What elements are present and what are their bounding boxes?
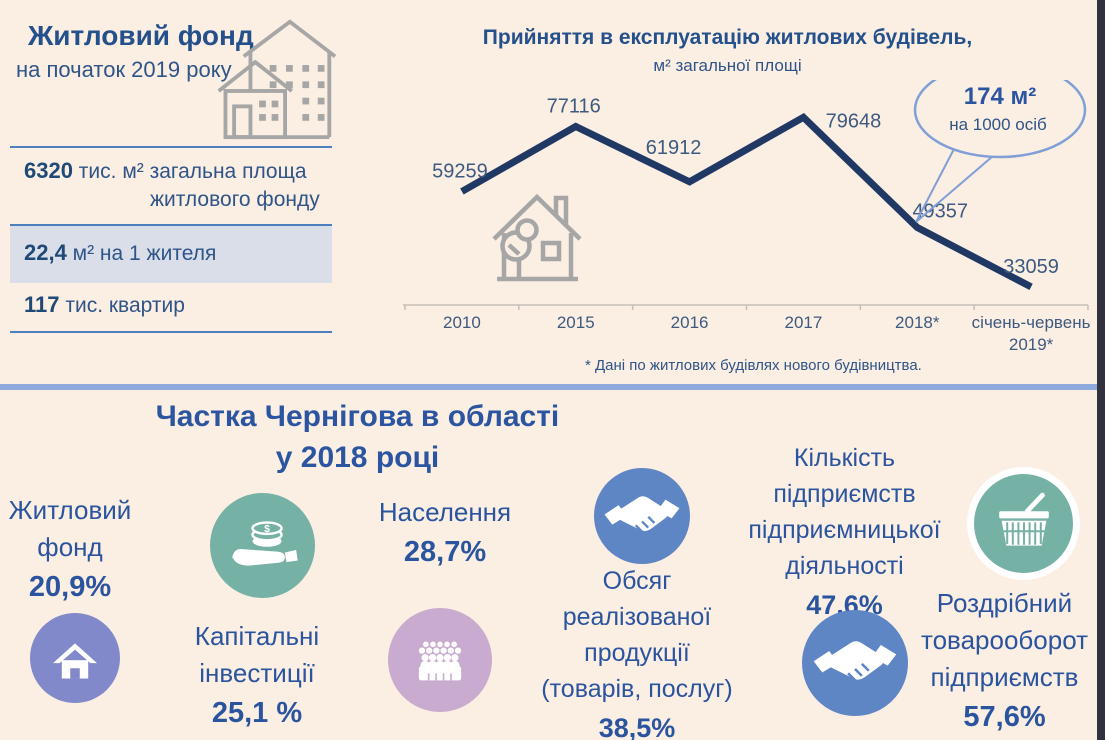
total-area-value: 6320	[24, 158, 73, 183]
share-label: Капітальні інвестиції	[194, 621, 320, 688]
share-item-population: Населення 28,7%	[365, 494, 525, 571]
handshake-icon	[813, 641, 897, 682]
enterprises-count-icon	[802, 610, 908, 716]
share-title-line1: Частка Чернігова в області	[155, 400, 560, 433]
section-divider	[0, 384, 1105, 390]
share-value: 57,6%	[963, 701, 1046, 733]
apartments-label: тис. квартир	[65, 294, 185, 317]
x-tick-label: 2018*	[895, 313, 940, 332]
per-resident-stat: 22,4 м² на 1 жителя	[24, 240, 216, 266]
chart-footnote: * Дані по житлових будівлях нового будів…	[585, 357, 922, 374]
share-value: 25,1 %	[211, 697, 303, 729]
share-label: Кількість підприємств підприємницької діяль…	[748, 444, 941, 580]
x-tick-label: 2015	[557, 313, 595, 332]
total-area-stat: 6320 тис. м² загальна площа	[24, 158, 307, 184]
data-point-label: 79648	[826, 110, 882, 132]
data-point-label: 49357	[912, 201, 968, 223]
capital-investments-icon: $	[210, 493, 315, 598]
share-item-sold-production: Обсяг реалізованої продукції (товарів, посл…	[517, 563, 757, 740]
housing-panel-title: Житловий фонд	[28, 20, 254, 51]
share-item-retail-turnover: Роздрібний товарооборот підприємств 57,6%	[902, 585, 1105, 736]
share-label: Обсяг реалізованої продукції (товарів, посл…	[541, 567, 733, 703]
data-point-label: 77116	[547, 95, 601, 117]
apartments-stat: 117 тис. квартир	[24, 292, 185, 318]
callout-bubble: 174 м² на 1000 осіб	[913, 80, 1087, 223]
handshake-icon	[604, 496, 680, 533]
total-area-label-line2: житлового фонду	[150, 188, 320, 211]
population-icon	[388, 608, 492, 712]
basket-icon	[998, 492, 1049, 546]
x-tick-label: 2010	[443, 313, 481, 332]
bubble-body	[913, 80, 1087, 159]
retail-turnover-icon	[967, 467, 1080, 580]
apartments-value: 117	[24, 292, 60, 317]
chart-subtitle: м² загальної площі	[653, 56, 802, 75]
x-tick-label: 2016	[671, 313, 709, 332]
per-resident-box	[10, 224, 332, 283]
share-label: Населення	[378, 497, 512, 527]
x-tick-label: 2017	[785, 313, 823, 332]
window-edge-bar	[1097, 0, 1105, 740]
bubble-tail	[915, 148, 994, 223]
x-tick-label: січень-червень 2019*	[972, 313, 1091, 354]
per-resident-label: м² на 1 жителя	[72, 242, 217, 265]
data-point-label: 33059	[1003, 256, 1059, 278]
per-resident-value: 22,4	[24, 240, 67, 265]
housing-stock-icon	[30, 613, 120, 703]
share-item-capital-investments: Капітальні інвестиції 25,1 %	[162, 618, 352, 732]
buildings-icon	[217, 19, 337, 140]
svg-text:$: $	[264, 522, 270, 534]
total-area-label: тис. м² загальна площа	[78, 160, 307, 183]
share-item-housing-stock: Житловий фонд 20,9%	[0, 492, 140, 606]
data-line	[460, 112, 1033, 290]
share-value: 28,7%	[403, 536, 487, 568]
data-point-label: 61912	[646, 137, 702, 159]
sold-production-icon	[594, 468, 690, 564]
share-label: Житловий фонд	[8, 495, 132, 562]
acceptance-line-chart: 2010 2015 2016 2017 2018* січень-червень 2019*…	[403, 80, 1091, 354]
rule	[10, 331, 332, 333]
share-value: 38,5%	[598, 713, 676, 740]
rule	[10, 146, 332, 148]
bubble-sub: на 1000 осіб	[949, 115, 1047, 134]
share-item-enterprises-count: Кількість підприємств підприємницької діяль…	[727, 440, 962, 623]
data-point-label: 59259	[432, 160, 488, 182]
share-section-title: Частка Чернігова в області у 2018 році	[85, 396, 630, 478]
housing-panel-subtitle: на початок 2019 року	[16, 57, 232, 82]
share-value: 20,9%	[28, 571, 112, 603]
share-label: Роздрібний товарооборот підприємств	[920, 588, 1089, 692]
house-icon	[53, 643, 97, 679]
bubble-value: 174 м²	[964, 83, 1036, 110]
crowd-icon	[418, 641, 462, 681]
share-title-line2: у 2018 році	[275, 441, 440, 474]
coins-hand-icon: $	[231, 520, 298, 566]
chart-title: Прийняття в експлуатацію житлових будіве…	[482, 26, 973, 49]
house-tree-icon	[492, 193, 582, 282]
